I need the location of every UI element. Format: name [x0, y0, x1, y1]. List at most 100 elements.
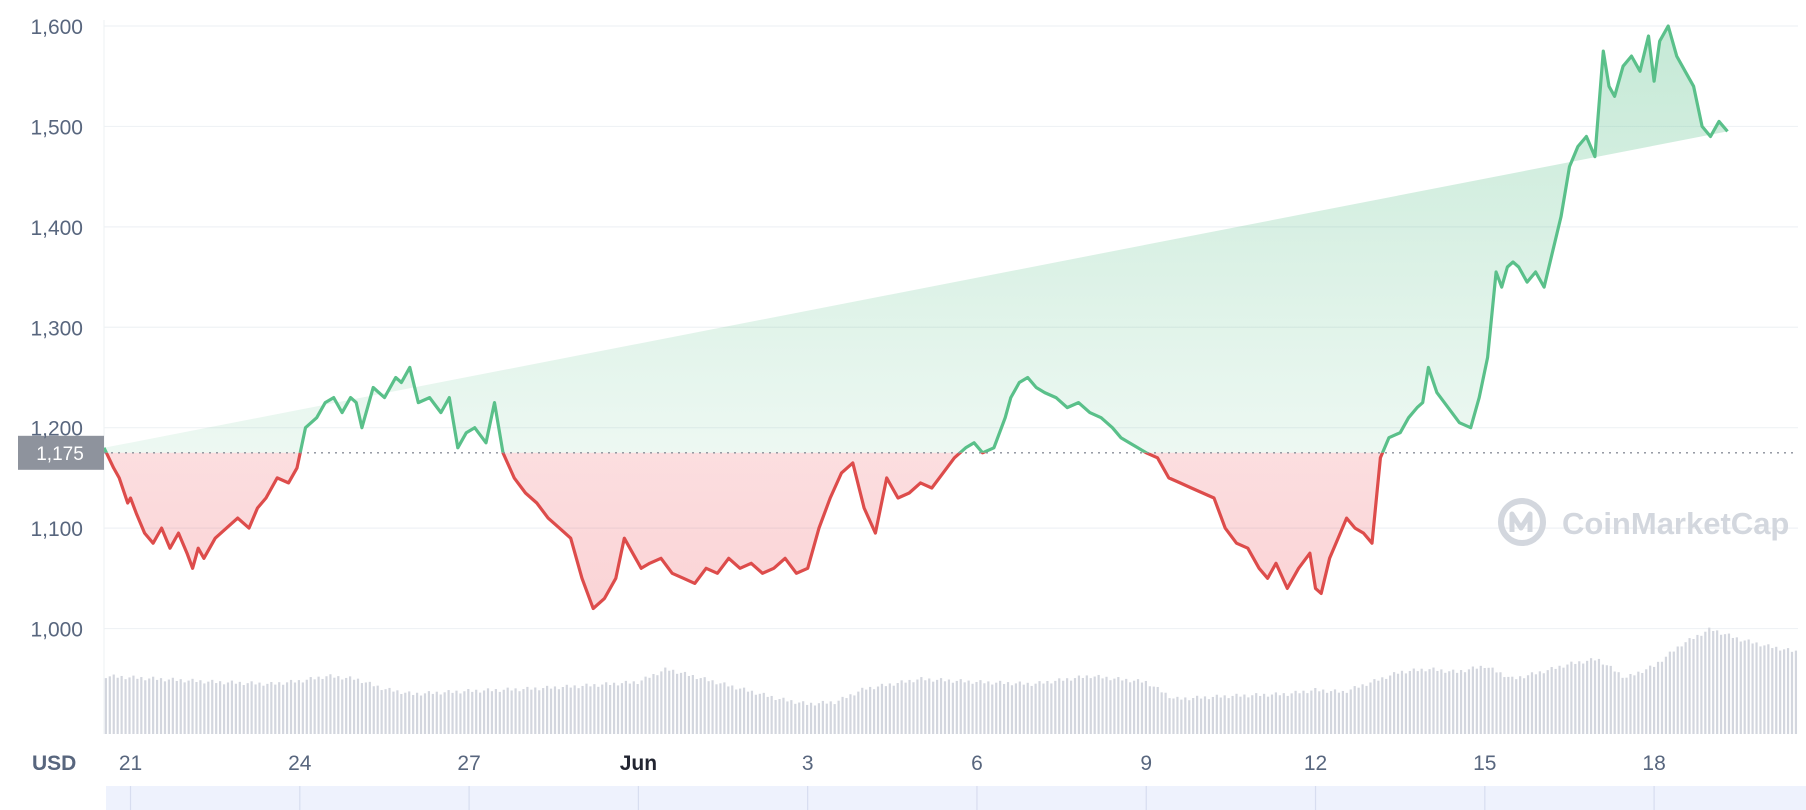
volume-bar — [746, 691, 750, 734]
volume-bar — [226, 682, 230, 734]
volume-bar — [475, 689, 478, 734]
volume-bar — [1219, 697, 1222, 734]
y-axis: 1,000 1,100 1,200 1,300 1,400 1,500 1,600 — [30, 16, 83, 642]
volume-bar — [857, 691, 860, 734]
volume-bar — [577, 688, 580, 734]
volume-bar — [679, 672, 683, 734]
volume-bar — [1519, 676, 1522, 734]
navigator-ticks — [129, 786, 1655, 810]
volume-bar — [798, 702, 801, 734]
volume-bar — [1117, 677, 1120, 734]
volume-bar — [597, 686, 600, 734]
volume-bar — [356, 678, 360, 734]
volume-bar — [152, 676, 155, 734]
volume-bar — [1743, 640, 1746, 734]
volume-bar — [841, 696, 844, 734]
volume-bar — [1231, 695, 1234, 734]
volume-bar — [1152, 686, 1155, 734]
volume-bar — [1081, 677, 1084, 734]
volume-bar — [900, 680, 903, 734]
volume-bar — [163, 681, 167, 734]
volume-bar — [388, 687, 391, 734]
volume-bar — [557, 689, 561, 734]
volume-bar — [932, 681, 935, 734]
volume-bar — [1574, 663, 1577, 734]
volume-bar — [1459, 670, 1463, 734]
volume-bar — [1058, 678, 1061, 734]
volume-bar — [538, 690, 541, 734]
volume-bar — [1771, 648, 1774, 734]
volume-bar — [1164, 692, 1167, 734]
volume-bar — [1637, 671, 1640, 734]
volume-bar — [1266, 696, 1270, 734]
volume-bar — [459, 693, 462, 734]
volume-bar — [211, 679, 214, 734]
volume-bar — [1432, 667, 1435, 734]
volume-bar — [1479, 665, 1482, 734]
volume-bar — [1794, 650, 1798, 734]
volume-bar — [1558, 665, 1561, 734]
volume-bar — [1377, 680, 1380, 734]
volume-bar — [731, 685, 734, 734]
volume-bar — [1727, 633, 1731, 734]
volume-bar — [652, 674, 655, 734]
volume-bar — [1550, 667, 1553, 734]
volume-bar — [1786, 648, 1790, 734]
volume-bar — [1684, 642, 1687, 734]
volume-bar — [1392, 672, 1396, 734]
volume-bar — [1542, 673, 1545, 734]
volume-bar — [821, 700, 824, 734]
volume-bar — [207, 681, 210, 734]
volume-bar — [526, 686, 529, 734]
volume-bar — [912, 682, 915, 734]
volume-bar — [833, 704, 836, 734]
volume-bar — [817, 703, 821, 734]
volume-bar — [668, 670, 671, 734]
volume-bar — [278, 682, 281, 734]
volume-bar — [829, 701, 832, 734]
x-tick-label: 12 — [1304, 752, 1327, 775]
reference-badge-label: 1,175 — [36, 444, 84, 465]
volume-bar — [301, 682, 304, 734]
volume-bar — [1664, 656, 1668, 734]
volume-bar — [1172, 698, 1175, 734]
volume-bar — [510, 690, 513, 734]
volume-bar — [490, 691, 494, 734]
volume-bar — [1444, 672, 1447, 734]
volume-bar — [380, 690, 383, 734]
volume-bar — [427, 691, 431, 734]
volume-bar — [317, 676, 320, 734]
volume-bar — [384, 689, 387, 734]
volume-bar — [644, 676, 647, 734]
volume-bar — [1448, 671, 1451, 734]
volume-bar — [762, 692, 765, 734]
volume-bar — [1566, 664, 1569, 734]
volume-bar — [1369, 682, 1372, 734]
volume-bar — [1503, 677, 1506, 734]
volume-bar — [282, 684, 285, 734]
x-tick-label: Jun — [620, 752, 657, 775]
navigator-track[interactable] — [106, 786, 1806, 810]
price-line-down — [104, 452, 1385, 611]
volume-bar — [1298, 693, 1301, 734]
volume-bar — [254, 684, 257, 734]
volume-bar — [1716, 630, 1719, 734]
volume-bar — [616, 685, 620, 734]
volume-bar — [983, 683, 986, 734]
volume-bar — [1613, 671, 1616, 734]
volume-bar — [368, 681, 371, 734]
volume-bar — [1345, 692, 1348, 734]
volume-bar — [1739, 641, 1742, 734]
x-tick-label: 6 — [971, 752, 983, 775]
x-tick-label: 24 — [288, 752, 312, 775]
volume-bar — [297, 680, 301, 734]
volume-bar — [215, 683, 218, 734]
volume-bar — [360, 683, 364, 734]
volume-bar — [349, 676, 352, 734]
volume-bar — [1176, 696, 1179, 734]
volume-bar — [786, 701, 789, 734]
volume-bar — [632, 681, 635, 734]
range-navigator[interactable] — [106, 786, 1806, 810]
volume-bar — [431, 693, 434, 734]
